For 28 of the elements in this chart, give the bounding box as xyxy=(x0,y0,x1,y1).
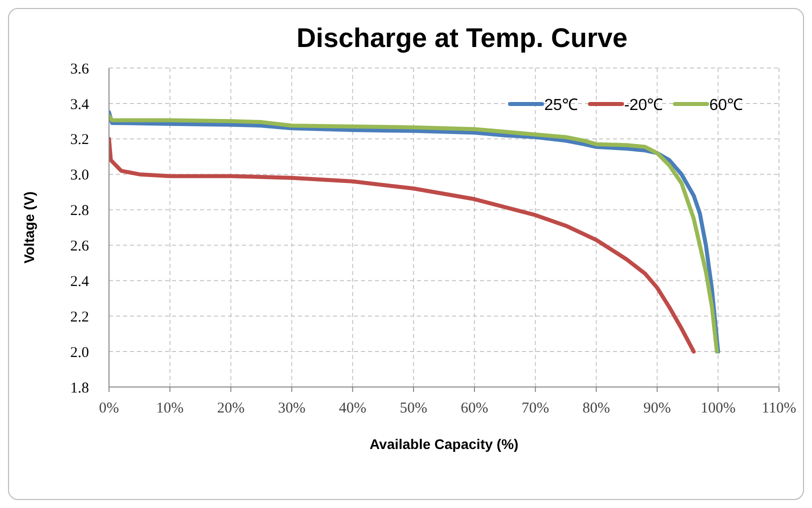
x-tick-label: 80% xyxy=(582,400,610,417)
y-tick-label: 2.2 xyxy=(70,309,89,326)
x-tick-label: 10% xyxy=(156,400,184,417)
x-tick-label: 70% xyxy=(522,400,550,417)
y-tick-label: 2.4 xyxy=(70,274,90,290)
y-tick-label: 1.8 xyxy=(70,380,89,396)
x-tick-label: 100% xyxy=(700,400,736,417)
y-tick-label: 3.0 xyxy=(70,168,89,184)
x-tick-label: 20% xyxy=(217,400,245,417)
y-tick-label: 2.0 xyxy=(70,344,89,361)
legend-label: 60℃ xyxy=(709,96,743,115)
x-tick-label: 30% xyxy=(278,400,306,417)
y-tick-label: 2.6 xyxy=(70,238,90,255)
x-tick-label: 40% xyxy=(338,400,366,417)
x-tick-label: 50% xyxy=(400,400,428,417)
y-tick-label: 3.4 xyxy=(70,96,90,113)
chart-title: Discharge at Temp. Curve xyxy=(295,23,629,54)
legend-label: 25℃ xyxy=(544,96,578,115)
x-tick-label: 90% xyxy=(643,400,671,417)
y-axis-title: Voltage (V) xyxy=(20,191,37,264)
y-tick-label: 3.6 xyxy=(70,61,90,78)
legend-label: -20℃ xyxy=(624,96,664,115)
x-axis-title: Available Capacity (%) xyxy=(370,436,518,452)
x-tick-label: 60% xyxy=(460,400,488,417)
x-tick-label: 0% xyxy=(99,400,119,417)
y-tick-label: 3.2 xyxy=(70,132,89,148)
x-tick-label: 110% xyxy=(762,400,796,417)
y-tick-label: 2.8 xyxy=(70,203,89,220)
